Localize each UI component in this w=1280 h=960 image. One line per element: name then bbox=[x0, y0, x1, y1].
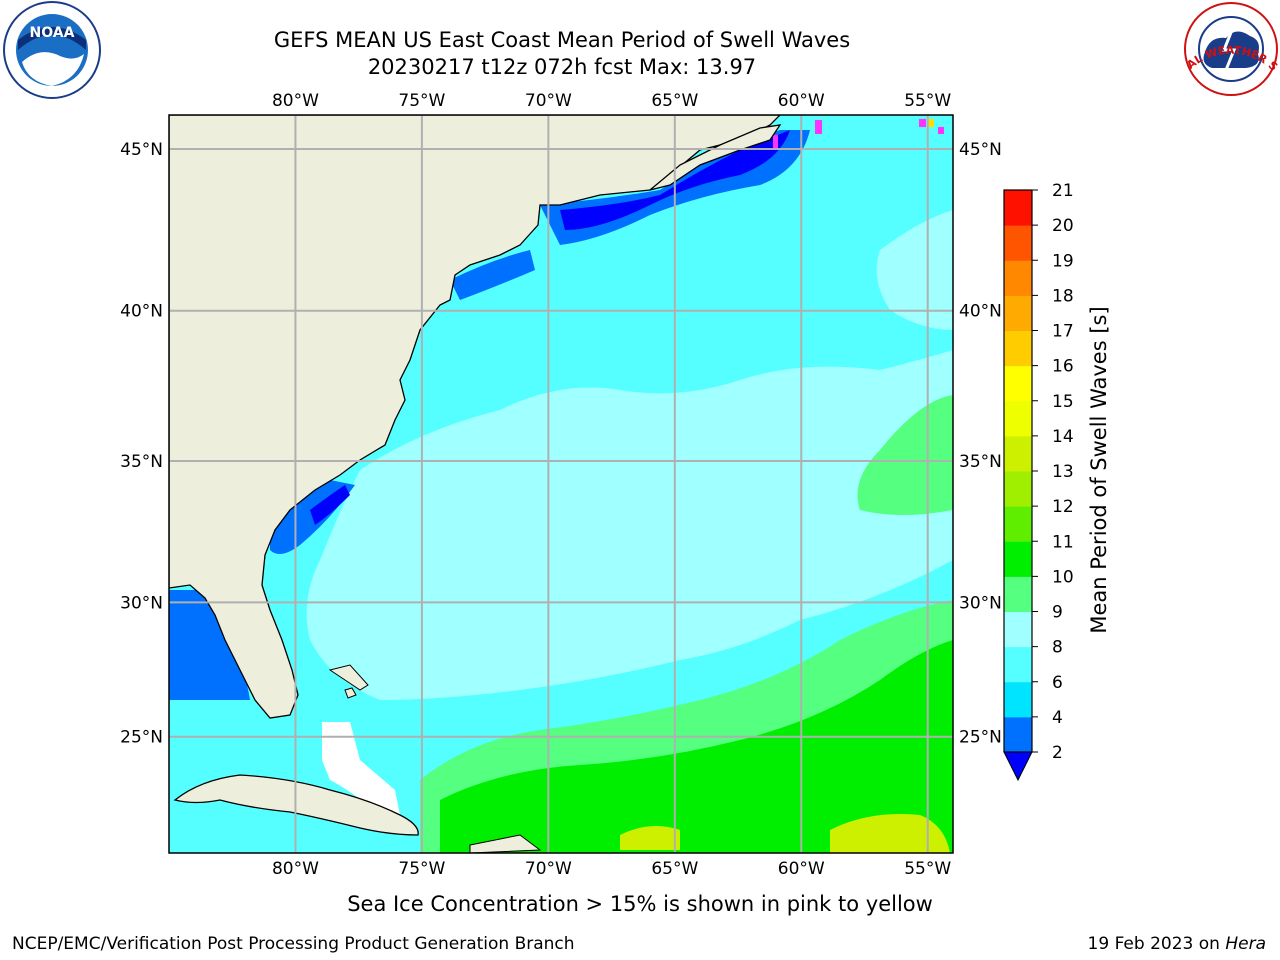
swell-zone-under-2 bbox=[560, 130, 790, 230]
sea-ice-pixel bbox=[815, 120, 822, 134]
lon-tick-label-top: 55°W bbox=[904, 91, 951, 111]
colorbar-swatch bbox=[1004, 260, 1032, 296]
swell-zone-2-4-nj bbox=[450, 250, 535, 300]
map-title: GEFS MEAN US East Coast Mean Period of S… bbox=[274, 28, 850, 52]
lat-tick-label-left: 30°N bbox=[120, 593, 163, 613]
lon-tick-label-bottom: 75°W bbox=[398, 859, 445, 879]
lat-tick-label-left: 35°N bbox=[120, 452, 163, 472]
colorbar-tick-label: 18 bbox=[1052, 286, 1074, 306]
footer-branch: NCEP/EMC/Verification Post Processing Pr… bbox=[12, 934, 575, 954]
colorbar-swatch bbox=[1004, 400, 1032, 437]
footer-host: Hera bbox=[1225, 934, 1266, 954]
colorbar-swatch bbox=[1004, 716, 1032, 753]
sea-ice-note: Sea Ice Concentration > 15% is shown in … bbox=[347, 892, 933, 916]
lat-tick-label-right: 25°N bbox=[959, 728, 1002, 748]
sea-ice-pixel bbox=[927, 119, 934, 127]
lon-tick-label-top: 80°W bbox=[272, 91, 319, 111]
land-bahamas-2 bbox=[344, 687, 357, 699]
map-area: 80°W 80°W 75°W 75°W 70°W 70°W 65°W 65°W 60°W 60°W… bbox=[120, 91, 1002, 879]
colorbar-swatch bbox=[1004, 576, 1032, 612]
sea-ice-pixel bbox=[938, 127, 944, 134]
lon-tick-label-top: 70°W bbox=[525, 91, 572, 111]
colorbar-tick-label: 21 bbox=[1052, 181, 1074, 201]
lon-tick-label-bottom: 60°W bbox=[778, 859, 825, 879]
lat-tick-label-left: 45°N bbox=[120, 140, 163, 160]
sea-ice-pixel bbox=[773, 135, 778, 149]
colorbar-tick-label: 16 bbox=[1052, 357, 1074, 377]
lat-tick-label-left: 40°N bbox=[120, 302, 163, 322]
swell-zone-10-11 bbox=[440, 640, 953, 853]
colorbar-swatch bbox=[1004, 681, 1032, 718]
swell-zone-9-10-east bbox=[857, 395, 953, 515]
colorbar-swatch bbox=[1004, 611, 1032, 648]
graticule bbox=[169, 115, 953, 853]
colorbar: 2 4 6 8 9 10 11 12 13 14 15 16 17 18 19 20 21 bbox=[1003, 181, 1074, 782]
lon-tick-label-bottom: 65°W bbox=[651, 859, 698, 879]
colorbar-tick-label: 12 bbox=[1052, 497, 1074, 517]
noaa-logo-text: NOAA bbox=[30, 25, 75, 41]
colorbar-swatch bbox=[1004, 435, 1032, 472]
colorbar-tick-label: 15 bbox=[1052, 392, 1074, 412]
sea-ice-pixel bbox=[919, 119, 926, 127]
colorbar-swatch bbox=[1004, 330, 1032, 367]
swell-zone-8-9 bbox=[306, 350, 953, 700]
lon-tick-label-bottom: 80°W bbox=[272, 859, 319, 879]
colorbar-tick-label: 20 bbox=[1052, 216, 1074, 236]
lon-tick-label-top: 60°W bbox=[778, 91, 825, 111]
colorbar-swatch bbox=[1004, 365, 1032, 402]
colorbar-swatch bbox=[1004, 225, 1032, 261]
colorbar-tick-label: 11 bbox=[1052, 532, 1074, 552]
colorbar-tick-label: 4 bbox=[1052, 708, 1063, 728]
colorbar-under-arrow bbox=[1003, 751, 1033, 782]
lat-tick-label-right: 30°N bbox=[959, 593, 1002, 613]
lon-tick-label-top: 75°W bbox=[398, 91, 445, 111]
colorbar-swatch bbox=[1004, 506, 1032, 542]
colorbar-tick-label: 13 bbox=[1052, 462, 1074, 482]
swell-zone-8-9-north bbox=[876, 210, 953, 330]
colorbar-tick-label: 2 bbox=[1052, 743, 1063, 763]
land-cuba bbox=[173, 774, 419, 836]
footer-date-text: 19 Feb 2023 on bbox=[1088, 934, 1226, 954]
lon-tick-label-top: 65°W bbox=[651, 91, 698, 111]
colorbar-tick-label: 17 bbox=[1052, 322, 1074, 342]
swell-zone-12-13 bbox=[830, 814, 950, 853]
colorbar-swatch bbox=[1004, 295, 1032, 331]
land-north-america bbox=[169, 115, 781, 719]
lat-tick-label-left: 25°N bbox=[120, 728, 163, 748]
colorbar-tick-label: 9 bbox=[1052, 603, 1063, 623]
footer-date: 19 Feb 2023 on Hera bbox=[1088, 934, 1266, 954]
lat-tick-label-right: 45°N bbox=[959, 140, 1002, 160]
axis-tick-labels: 80°W 80°W 75°W 75°W 70°W 70°W 65°W 65°W 60°W 60°W… bbox=[120, 91, 1002, 879]
swell-zone-under-2-carolina bbox=[310, 485, 350, 525]
colorbar-tick-label: 8 bbox=[1052, 638, 1063, 658]
map-frame bbox=[168, 114, 954, 854]
land-hispaniola bbox=[469, 834, 542, 853]
no-data-bahamas bbox=[322, 722, 400, 815]
land-bahamas bbox=[328, 664, 369, 691]
colorbar-label: Mean Period of Swell Waves [s] bbox=[1087, 306, 1111, 633]
lat-tick-label-right: 35°N bbox=[959, 452, 1002, 472]
colorbar-swatch bbox=[1004, 646, 1032, 683]
noaa-logo: NOAA bbox=[3, 1, 101, 99]
colorbar-tick-label: 14 bbox=[1052, 427, 1074, 447]
swell-zone-2-4-gulf bbox=[169, 590, 250, 700]
land-nova-scotia bbox=[649, 124, 782, 191]
colorbar-swatch bbox=[1004, 190, 1032, 226]
lon-tick-label-bottom: 70°W bbox=[525, 859, 572, 879]
colorbar-tick-label: 19 bbox=[1052, 251, 1074, 271]
colorbar-swatch bbox=[1004, 541, 1032, 577]
swell-zone-12-13-west bbox=[620, 826, 680, 850]
map-subtitle: 20230217 t12z 072h fcst Max: 13.97 bbox=[368, 55, 756, 79]
colorbar-tick-label: 6 bbox=[1052, 673, 1063, 693]
colorbar-swatch bbox=[1004, 471, 1032, 507]
colorbar-tick-label: 10 bbox=[1052, 567, 1074, 587]
lat-tick-label-right: 40°N bbox=[959, 302, 1002, 322]
lon-tick-label-bottom: 55°W bbox=[904, 859, 951, 879]
